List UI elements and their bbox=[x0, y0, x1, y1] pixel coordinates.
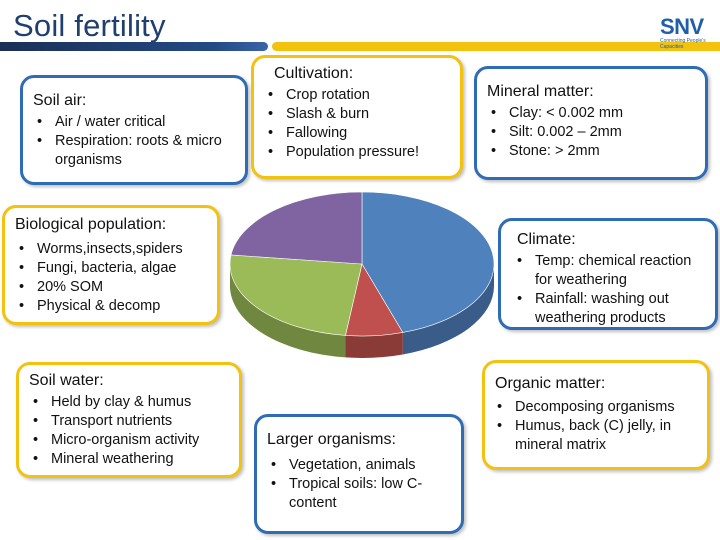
list-item: 20% SOM bbox=[15, 278, 213, 297]
larger-organisms-box: Larger organisms: Vegetation, animals Tr… bbox=[254, 414, 464, 534]
pie-slice-side-1 bbox=[345, 332, 403, 358]
list-item: Humus, back (C) jelly, in mineral matrix bbox=[493, 417, 701, 455]
larger-organisms-list: Vegetation, animals Tropical soils: low … bbox=[267, 456, 455, 513]
list-item: Air / water critical bbox=[33, 113, 235, 132]
title-accent-bar bbox=[272, 42, 720, 51]
soil-air-heading: Soil air: bbox=[33, 92, 87, 109]
list-item: Fungi, bacteria, algae bbox=[15, 259, 213, 278]
list-item: Population pressure! bbox=[264, 143, 454, 162]
logo-tagline: Connecting People's Capacities bbox=[660, 38, 706, 50]
pie-slice-side-2 bbox=[230, 264, 346, 358]
biological-population-heading: Biological population: bbox=[15, 216, 167, 233]
soil-composition-pie-chart bbox=[229, 191, 495, 358]
pie-slice-2 bbox=[229, 254, 363, 336]
climate-box: Climate: Temp: chemical reaction for wea… bbox=[498, 218, 718, 330]
cultivation-list: Crop rotation Slash & burn Fallowing Pop… bbox=[264, 86, 454, 162]
pie-slice-0 bbox=[361, 191, 495, 333]
soil-air-box: Soil air: Air / water critical Respirati… bbox=[20, 75, 248, 185]
list-item: Tropical soils: low C-content bbox=[267, 475, 455, 513]
biological-population-list: Worms,insects,spiders Fungi, bacteria, a… bbox=[15, 240, 213, 316]
pie-slice-3 bbox=[230, 191, 363, 265]
list-item: Fallowing bbox=[264, 124, 454, 143]
snv-logo: SNV Connecting People's Capacities bbox=[660, 14, 710, 50]
organic-matter-list: Decomposing organisms Humus, back (C) je… bbox=[493, 398, 701, 455]
page-title: Soil fertility bbox=[13, 8, 166, 43]
list-item: Worms,insects,spiders bbox=[15, 240, 213, 259]
soil-water-box: Soil water: Held by clay & humus Transpo… bbox=[16, 362, 242, 478]
soil-water-list: Held by clay & humus Transport nutrients… bbox=[29, 393, 233, 469]
list-item: Mineral weathering bbox=[29, 450, 233, 469]
list-item: Temp: chemical reaction for weathering bbox=[513, 252, 709, 290]
list-item: Clay: < 0.002 mm bbox=[487, 104, 697, 123]
list-item: Slash & burn bbox=[264, 105, 454, 124]
organic-matter-heading: Organic matter: bbox=[495, 375, 606, 392]
soil-air-list: Air / water critical Respiration: roots … bbox=[33, 113, 235, 170]
list-item: Stone: > 2mm bbox=[487, 142, 697, 161]
list-item: Physical & decomp bbox=[15, 297, 213, 316]
mineral-matter-list: Clay: < 0.002 mm Silt: 0.002 – 2mm Stone… bbox=[487, 104, 697, 161]
list-item: Respiration: roots & micro organisms bbox=[33, 132, 235, 170]
climate-list: Temp: chemical reaction for weathering R… bbox=[513, 252, 709, 328]
list-item: Micro-organism activity bbox=[29, 431, 233, 450]
mineral-matter-box: Mineral matter: Clay: < 0.002 mm Silt: 0… bbox=[474, 66, 708, 180]
title-underline-bar bbox=[0, 42, 268, 51]
list-item: Vegetation, animals bbox=[267, 456, 455, 475]
soil-water-heading: Soil water: bbox=[29, 372, 104, 389]
list-item: Crop rotation bbox=[264, 86, 454, 105]
list-item: Held by clay & humus bbox=[29, 393, 233, 412]
list-item: Rainfall: washing out weathering product… bbox=[513, 290, 709, 328]
biological-population-box: Biological population: Worms,insects,spi… bbox=[2, 205, 220, 325]
cultivation-heading: Cultivation: bbox=[274, 65, 354, 82]
larger-organisms-heading: Larger organisms: bbox=[267, 431, 396, 448]
list-item: Transport nutrients bbox=[29, 412, 233, 431]
logo-text: SNV bbox=[660, 14, 704, 39]
mineral-matter-heading: Mineral matter: bbox=[487, 83, 594, 100]
cultivation-box: Cultivation: Crop rotation Slash & burn … bbox=[251, 55, 463, 179]
list-item: Silt: 0.002 – 2mm bbox=[487, 123, 697, 142]
list-item: Decomposing organisms bbox=[493, 398, 701, 417]
pie-slice-side-0 bbox=[402, 264, 494, 355]
organic-matter-box: Organic matter: Decomposing organisms Hu… bbox=[482, 360, 710, 470]
climate-heading: Climate: bbox=[517, 231, 576, 248]
